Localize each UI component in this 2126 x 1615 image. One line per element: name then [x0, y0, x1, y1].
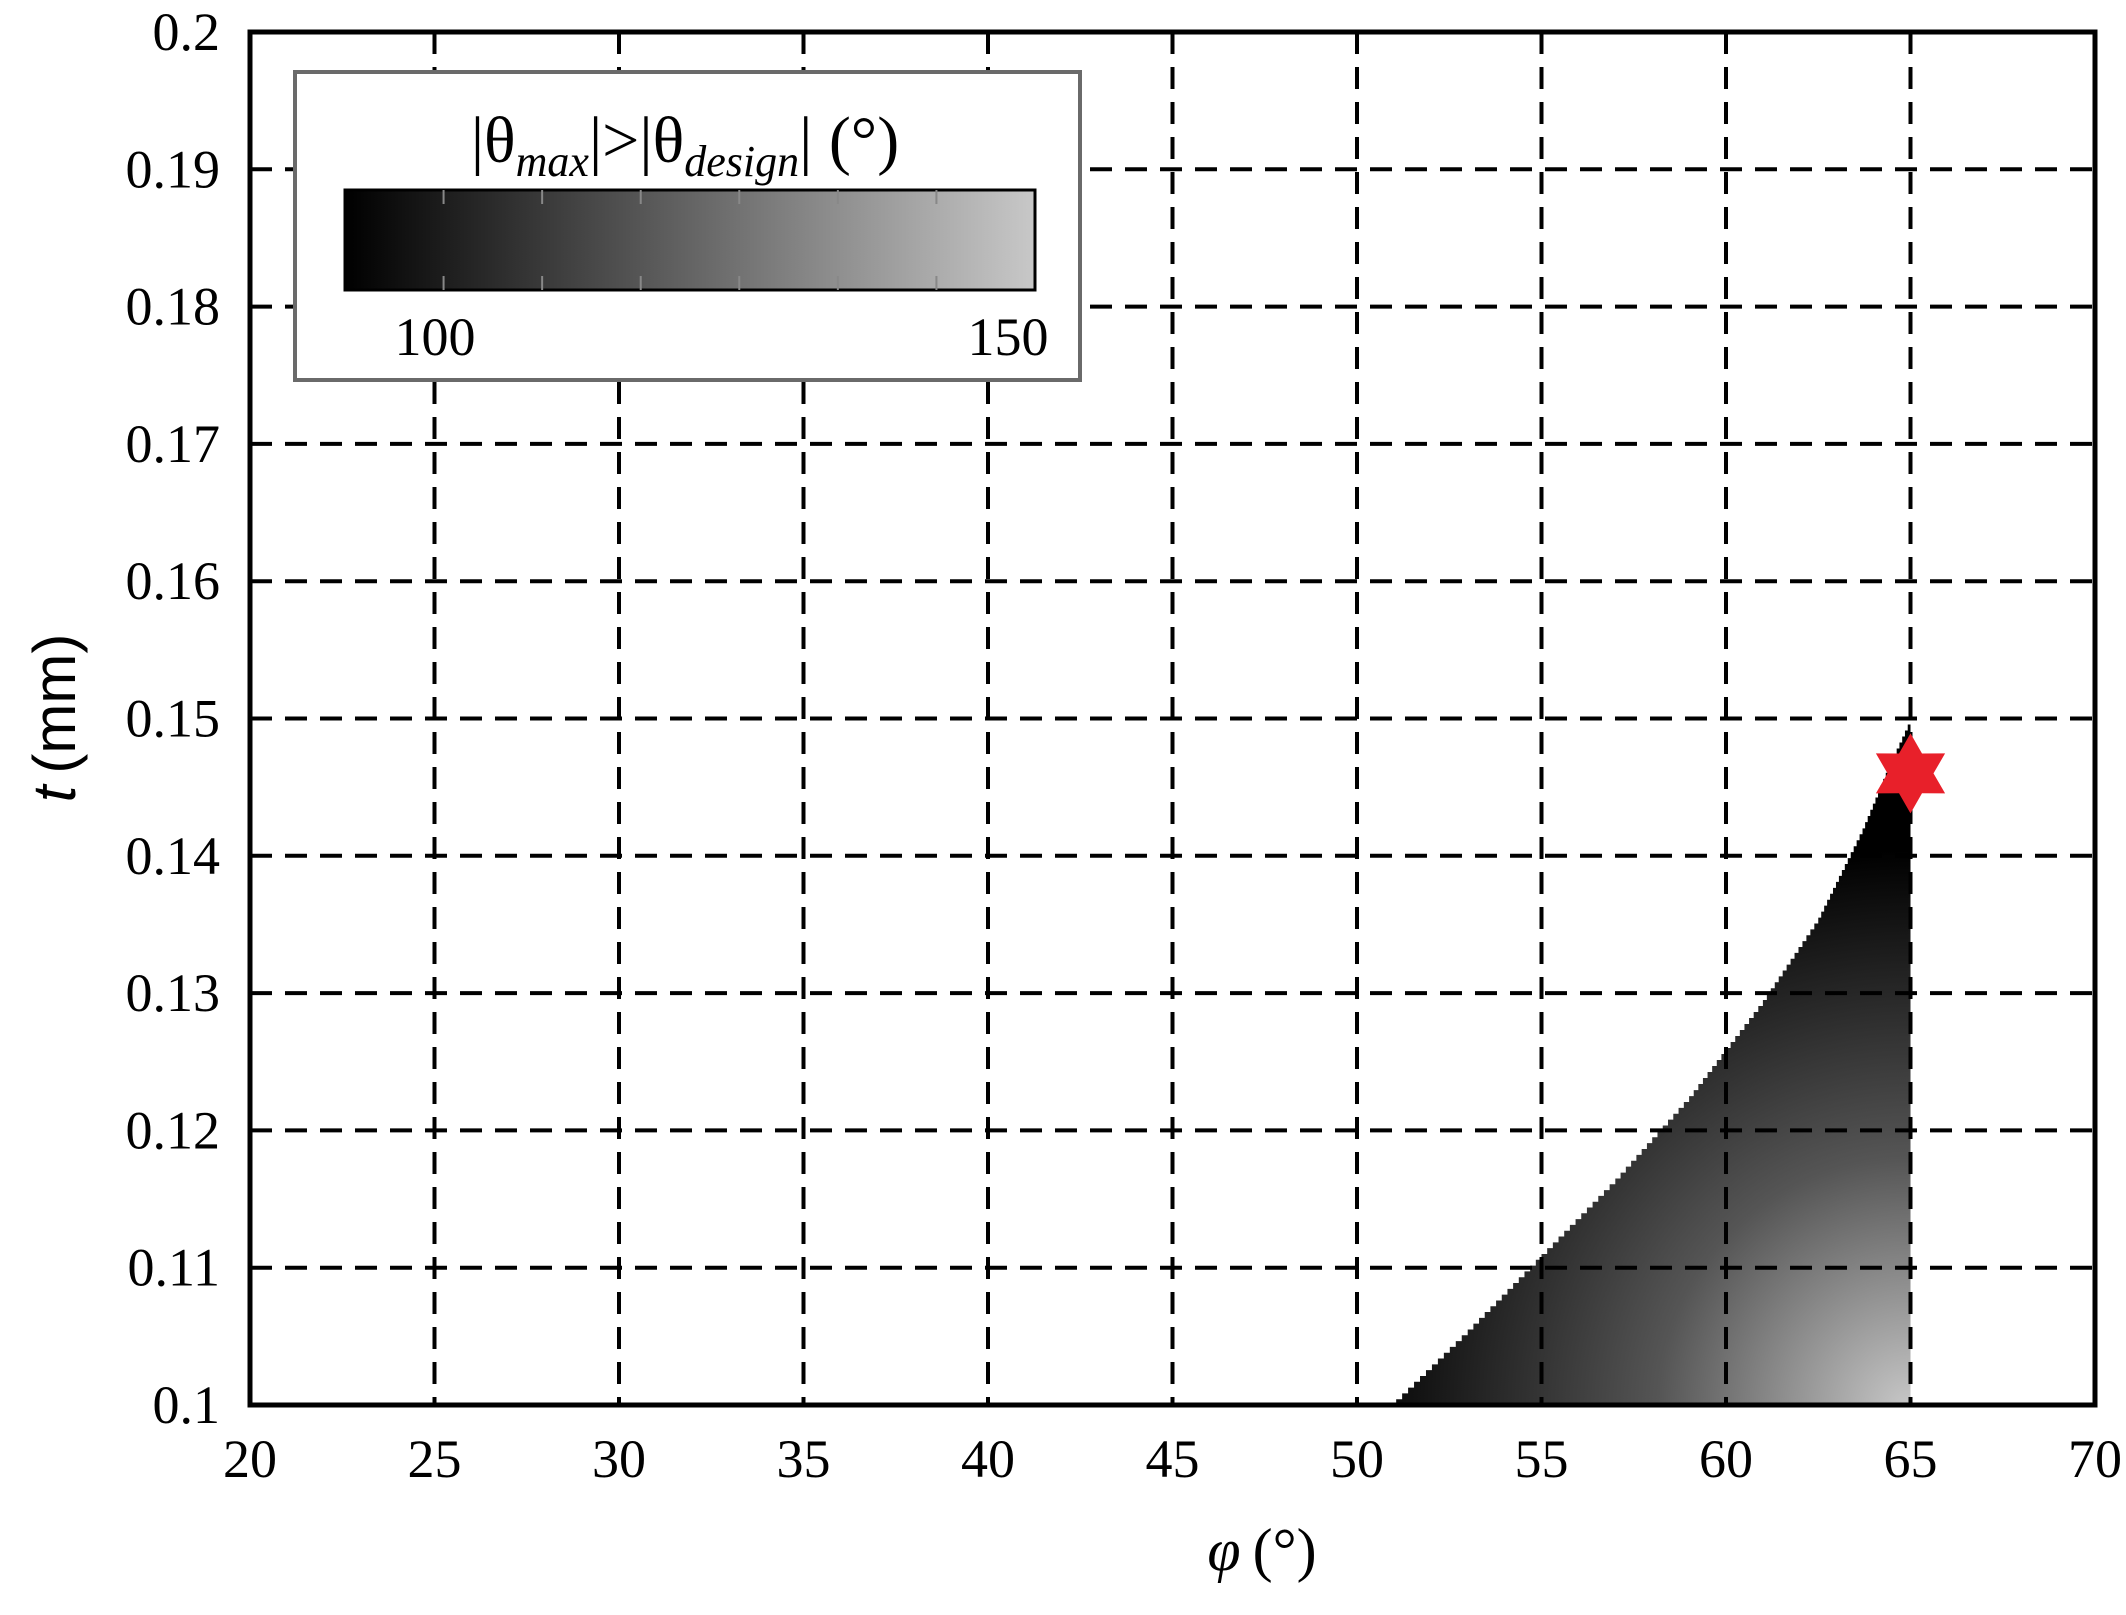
x-tick-label: 25 — [408, 1429, 462, 1489]
y-tick-label: 0.11 — [128, 1238, 221, 1298]
y-tick-labels: 0.1 0.11 0.12 0.13 0.14 0.15 0.16 0.17 0.18 0.19 0… — [126, 2, 221, 1435]
colorbar-max-label: 150 — [968, 307, 1049, 367]
y-axis-label: t (mm) — [21, 634, 88, 803]
x-axis-label: φ (°) — [1207, 1517, 1316, 1583]
y-tick-label: 0.12 — [126, 1100, 221, 1160]
exceedance-region — [1390, 718, 1911, 1405]
x-tick-label: 65 — [1884, 1429, 1938, 1489]
x-tick-label: 35 — [777, 1429, 831, 1489]
x-tick-label: 55 — [1515, 1429, 1569, 1489]
colorbar-gradient — [343, 188, 1037, 292]
x-tick-label: 70 — [2068, 1429, 2122, 1489]
x-axis-unit: (°) — [1253, 1517, 1317, 1583]
star-marker — [1875, 733, 1946, 814]
plot-frame — [247, 29, 2098, 1408]
y-axis-unit: (mm) — [21, 634, 88, 774]
colorbar-title-sub-max: max — [516, 137, 590, 186]
y-tick-label: 0.19 — [126, 139, 221, 199]
x-tick-label: 60 — [1699, 1429, 1753, 1489]
y-tick-label: 0.1 — [153, 1375, 221, 1435]
y-tick-label: 0.17 — [126, 414, 221, 474]
x-tick-label: 30 — [592, 1429, 646, 1489]
x-tick-label: 50 — [1330, 1429, 1384, 1489]
y-tick-label: 0.15 — [126, 689, 221, 749]
x-tick-label: 20 — [223, 1429, 277, 1489]
colorbar-title-mid: |>|θ — [589, 104, 684, 177]
colorbar-title: |θmax|>|θdesign| (°) — [471, 104, 899, 186]
y-tick-label: 0.16 — [126, 551, 221, 611]
y-axis-symbol: t — [21, 783, 88, 802]
x-tick-labels: 20 25 30 35 40 45 50 55 60 65 70 — [223, 1429, 2122, 1489]
colorbar-min-label: 100 — [395, 307, 476, 367]
colorbar-title-prefix: |θ — [471, 104, 516, 177]
colorbar-ticks — [442, 190, 938, 290]
x-tick-label: 40 — [961, 1429, 1015, 1489]
x-axis-symbol: φ — [1207, 1517, 1240, 1583]
colorbar-title-sub-design: design — [684, 137, 799, 186]
y-tick-label: 0.13 — [126, 963, 221, 1023]
y-tick-label: 0.2 — [153, 2, 221, 62]
y-tick-label: 0.18 — [126, 277, 221, 337]
x-tick-label: 45 — [1146, 1429, 1200, 1489]
y-tick-label: 0.14 — [126, 826, 221, 886]
colorbar-title-suffix: | (°) — [799, 104, 899, 177]
colorbar-legend: |θmax|>|θdesign| (°) 100 150 — [293, 70, 1082, 382]
